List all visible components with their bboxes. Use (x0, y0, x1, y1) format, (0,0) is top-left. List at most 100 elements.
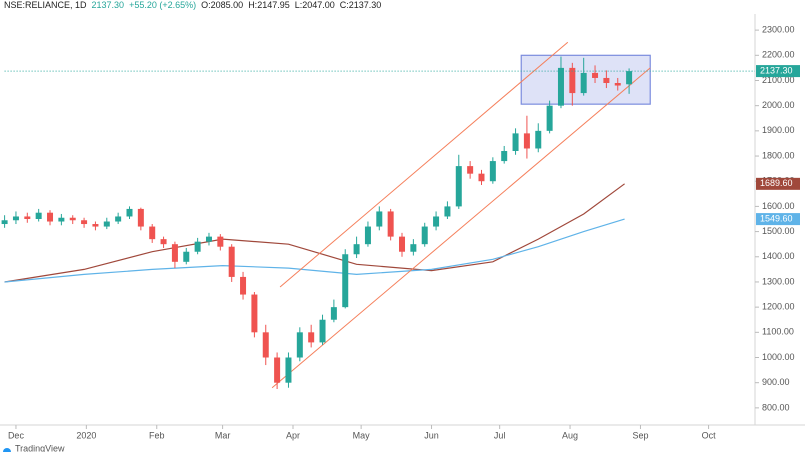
candle-body (205, 236, 212, 242)
candle-body (421, 226, 428, 245)
high: H:2147.95 (248, 0, 290, 10)
x-tick-label: Mar (215, 430, 231, 440)
candle-body (115, 216, 122, 222)
candle-body (137, 208, 144, 227)
candle-body (81, 220, 88, 225)
candle-body (58, 217, 65, 222)
candle-body (410, 244, 417, 252)
y-tick-label: 1200.00 (762, 302, 795, 312)
symbol-name: NSE:RELIANCE, 1D (4, 0, 87, 10)
candle-body (387, 211, 394, 237)
x-tick-label: 2020 (76, 430, 96, 440)
candle-body (228, 246, 235, 277)
x-tick-label: Aug (562, 430, 578, 440)
x-tick-label: Dec (8, 430, 25, 440)
candle-body (467, 166, 474, 174)
low: L:2047.00 (295, 0, 335, 10)
moving-average (4, 218, 625, 283)
y-tick-label: 1500.00 (762, 226, 795, 236)
candle-body (183, 251, 190, 262)
candle-body (478, 173, 485, 182)
brand: TradingView (15, 443, 65, 452)
y-tick-label: 1100.00 (762, 327, 794, 337)
candle-body (523, 133, 530, 149)
candle-body (126, 208, 133, 217)
change: +55.20 (+2.65%) (129, 0, 196, 10)
candle-body (92, 224, 99, 227)
candle-body (12, 216, 19, 221)
y-tick-label: 2200.00 (762, 50, 795, 60)
candle-body (512, 133, 519, 151)
candle-body (217, 236, 224, 247)
candle-body (592, 72, 599, 78)
y-tick-label: 1900.00 (762, 125, 795, 135)
candle-body (160, 239, 167, 245)
price-tag (756, 177, 800, 190)
close: C:2137.30 (340, 0, 382, 10)
y-tick-label: 2100.00 (762, 75, 795, 85)
candle-body (296, 332, 303, 358)
x-tick-label: Feb (149, 430, 165, 440)
candle-body (251, 294, 258, 333)
symbol: NSE:RELIANCE, 1D 2137.30 +55.20 (+2.65%) O:… (4, 0, 381, 10)
candle-body (274, 357, 281, 383)
brand-logo (3, 448, 11, 452)
candle-body (614, 83, 621, 86)
candle-body (489, 161, 496, 182)
last-price: 2137.30 (92, 0, 125, 10)
open: O:2085.00 (201, 0, 243, 10)
candle-body (455, 166, 462, 207)
candle-body (376, 211, 383, 227)
y-tick-label: 900.00 (762, 377, 790, 387)
candle-body (171, 244, 178, 262)
y-tick-label: 2000.00 (762, 100, 795, 110)
y-tick-label: 1000.00 (762, 352, 795, 362)
candle-body (364, 226, 371, 245)
channel-line (279, 41, 569, 288)
candle-body (103, 221, 110, 227)
candle-body (444, 206, 451, 217)
price-tag-label: 1549.60 (760, 213, 793, 223)
candle-body (194, 241, 201, 252)
y-tick-label: 800.00 (762, 402, 790, 412)
moving-average (4, 183, 625, 283)
y-tick-label: 2300.00 (762, 24, 795, 34)
candle-body (546, 105, 553, 131)
candle-body (35, 212, 42, 219)
y-tick-label: 1400.00 (762, 251, 795, 261)
candle-body (69, 217, 76, 221)
candle-body (501, 151, 508, 162)
candle-body (319, 319, 326, 343)
price-tag-label: 1689.60 (760, 178, 793, 188)
candle-body (342, 254, 349, 308)
candle-body (330, 307, 337, 320)
x-tick-label: Jul (494, 430, 506, 440)
channel-line (271, 67, 651, 389)
candle-body (285, 357, 292, 383)
candle-body (240, 276, 247, 295)
candle-body (24, 216, 31, 219)
price-tag (756, 65, 800, 78)
x-tick-label: Jun (424, 430, 439, 440)
candle-body (353, 244, 360, 255)
price-tag-label: 2137.30 (760, 65, 793, 75)
candle-body (399, 236, 406, 252)
x-tick-label: Oct (702, 430, 717, 440)
candle-body (569, 67, 576, 94)
x-tick-label: May (353, 430, 371, 440)
candle-body (603, 77, 610, 84)
price-tag (756, 213, 800, 226)
candle-body (47, 212, 54, 222)
candle-body (308, 332, 315, 343)
candle-body (149, 226, 156, 240)
y-tick-label: 1800.00 (762, 150, 795, 160)
candle-body (262, 332, 269, 358)
candle-body (1, 220, 8, 225)
candle-body (580, 72, 587, 94)
y-tick-label: 1300.00 (762, 276, 795, 286)
candle-body (433, 216, 440, 227)
x-tick-label: Apr (286, 430, 300, 440)
candle-body (557, 67, 564, 106)
